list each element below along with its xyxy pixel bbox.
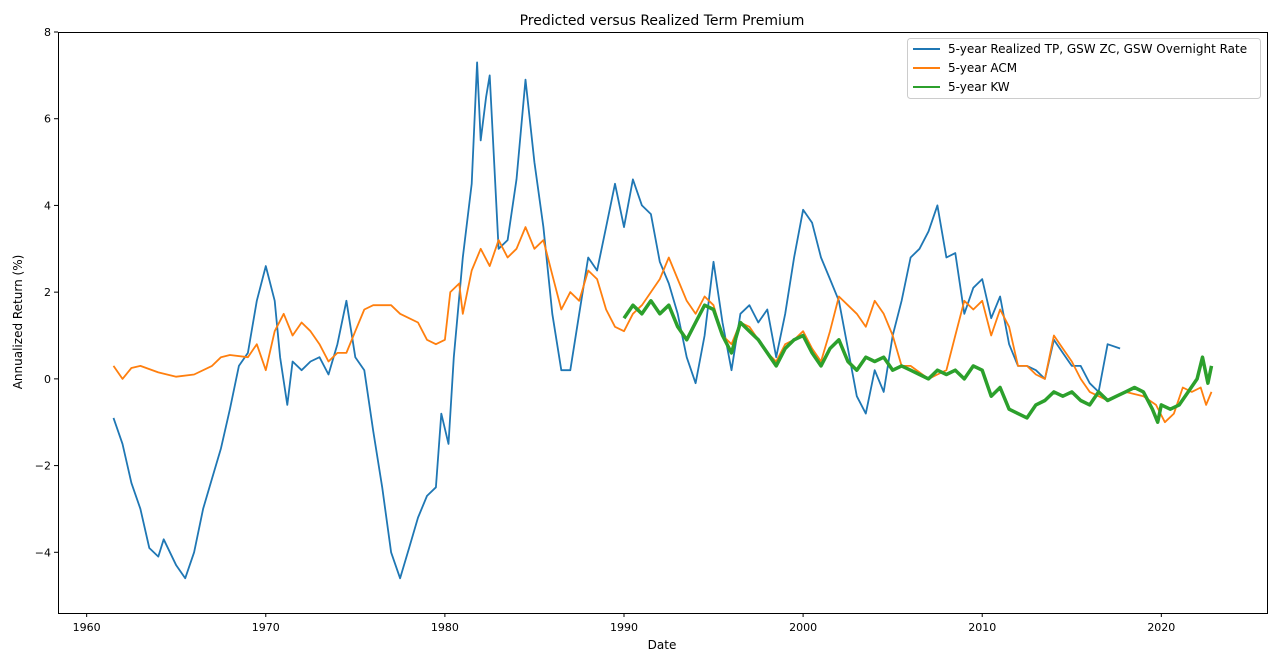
chart-title: Predicted versus Realized Term Premium — [520, 13, 805, 29]
y-tick-label: 6 — [44, 113, 51, 126]
series-line-3 — [622, 299, 1214, 424]
y-tick-label: 4 — [44, 199, 51, 212]
plot-frame — [58, 32, 1268, 614]
x-axis-label: Date — [648, 638, 677, 652]
legend: 5-year Realized TP, GSW ZC, GSW Overnigh… — [907, 38, 1261, 99]
series-line-2 — [112, 226, 1213, 424]
x-tick-label: 2000 — [789, 621, 817, 634]
x-axis: 1960 1970 1980 1990 2000 2010 2020 — [73, 613, 1175, 634]
y-tick-label: −4 — [35, 546, 51, 559]
legend-box — [907, 38, 1261, 99]
y-tick-label: −2 — [35, 460, 51, 473]
legend-label: 5-year Realized TP, GSW ZC, GSW Overnigh… — [948, 42, 1247, 56]
y-axis: −4 −2 0 2 4 6 8 — [35, 26, 58, 559]
y-tick-label: 8 — [44, 26, 51, 39]
x-tick-label: 2020 — [1147, 621, 1175, 634]
x-tick-label: 1970 — [252, 621, 280, 634]
x-tick-label: 1990 — [610, 621, 638, 634]
y-tick-label: 2 — [44, 286, 51, 299]
y-axis-label: Annualized Return (%) — [11, 255, 25, 390]
y-tick-label: 0 — [44, 373, 51, 386]
legend-label: 5-year ACM — [948, 61, 1017, 75]
series-layer — [112, 61, 1214, 580]
x-tick-label: 1960 — [73, 621, 101, 634]
series-line-1 — [112, 61, 1121, 580]
x-tick-label: 2010 — [968, 621, 996, 634]
legend-label: 5-year KW — [948, 80, 1010, 94]
x-tick-label: 1980 — [431, 621, 459, 634]
